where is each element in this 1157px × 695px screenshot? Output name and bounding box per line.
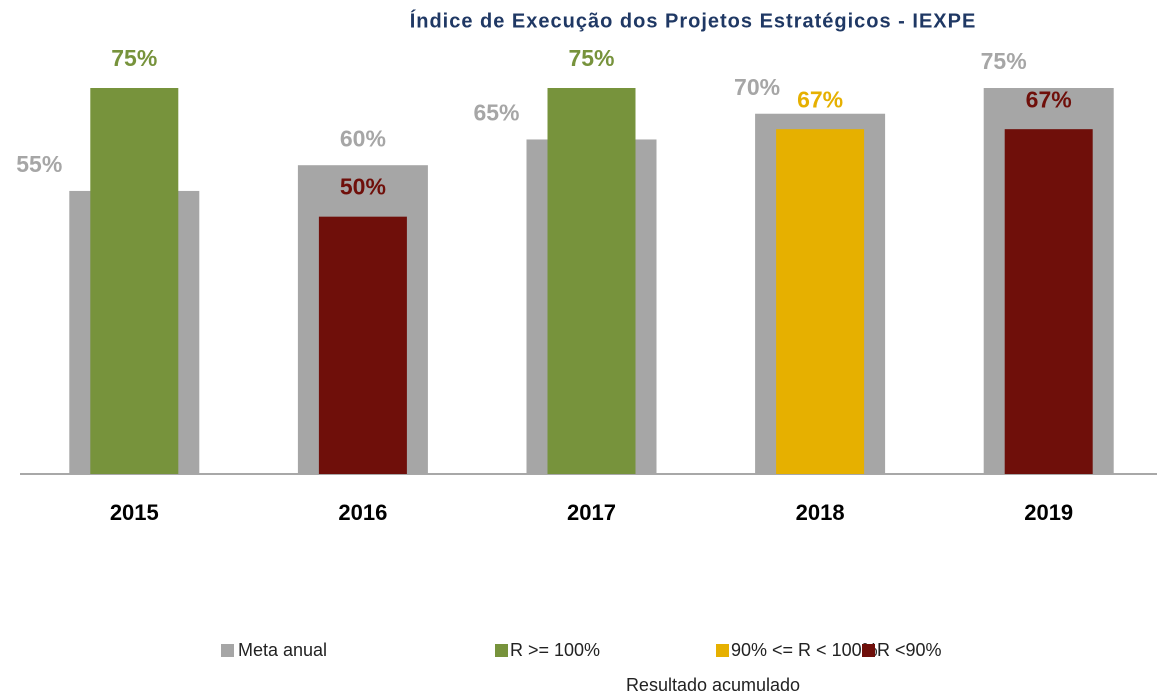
result-bar: [776, 129, 865, 474]
x-tick-label: 2016: [338, 500, 387, 525]
result-bar: [547, 88, 636, 474]
target-label: 70%: [734, 74, 780, 100]
x-tick-label: 2018: [796, 500, 845, 525]
result-label: 50%: [340, 174, 386, 200]
target-label: 60%: [340, 125, 386, 151]
result-label: 67%: [1026, 86, 1072, 112]
result-bar: [318, 216, 407, 474]
result-label: 75%: [568, 45, 614, 71]
target-label: 75%: [981, 48, 1027, 74]
x-tick-label: 2019: [1024, 500, 1073, 525]
result-label: 75%: [111, 45, 157, 71]
legend-label: Meta anual: [238, 640, 327, 660]
legend-label: R >= 100%: [510, 640, 600, 660]
legend-label: R <90%: [877, 640, 942, 660]
legend-swatch: [221, 644, 234, 657]
x-tick-label: 2015: [110, 500, 159, 525]
legend-swatch: [716, 644, 729, 657]
chart-title: Índice de Execução dos Projetos Estratég…: [410, 9, 977, 32]
legend-label: 90% <= R < 100%: [731, 640, 878, 660]
result-label: 67%: [797, 86, 843, 112]
x-tick-label: 2017: [567, 500, 616, 525]
result-bar: [90, 88, 179, 474]
target-label: 65%: [473, 100, 519, 126]
target-label: 55%: [16, 151, 62, 177]
legend-swatch: [495, 644, 508, 657]
legend-caption: Resultado acumulado: [626, 675, 800, 695]
legend-swatch: [862, 644, 875, 657]
result-bar: [1004, 129, 1093, 474]
